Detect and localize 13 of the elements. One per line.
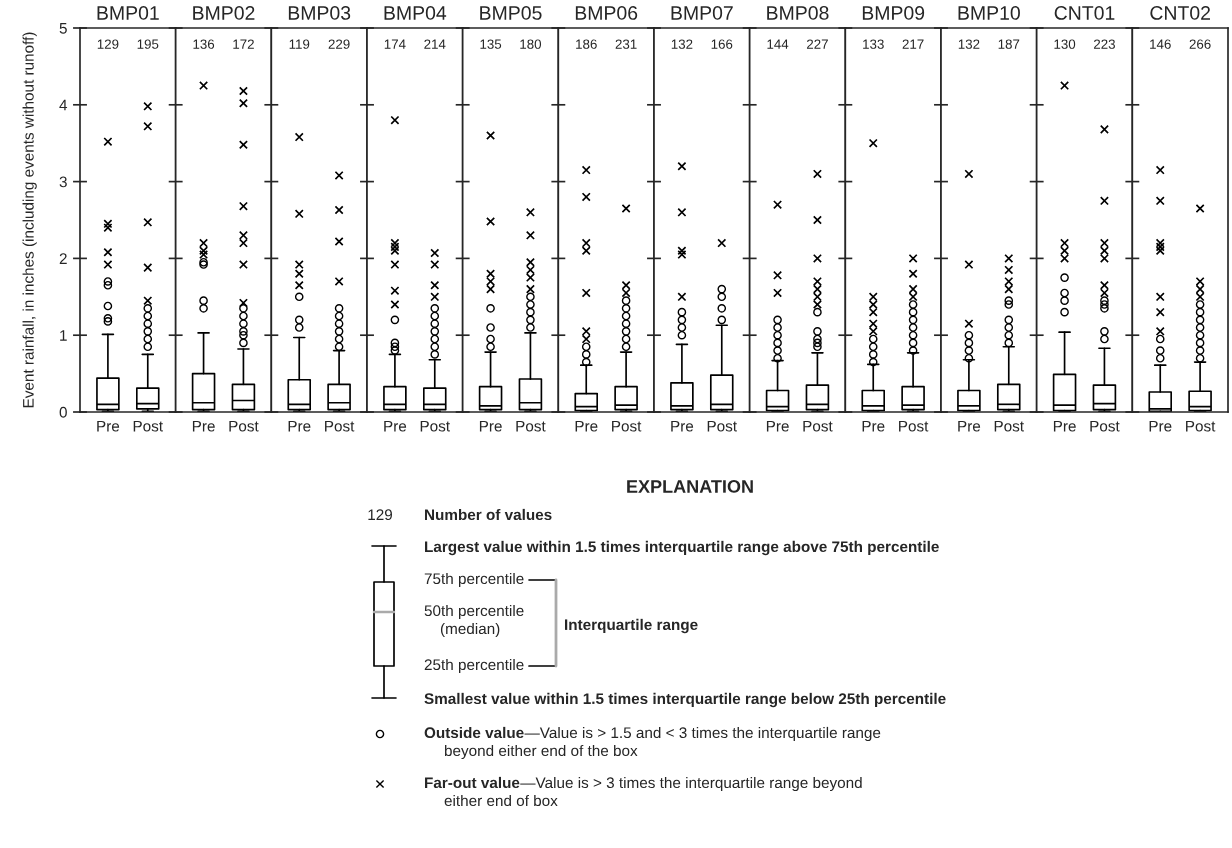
chart-title: BMP03 [288, 6, 351, 20]
chart-title: BMP09 [862, 6, 925, 20]
chart-title: BMP06 [575, 6, 638, 20]
chart-title: CNT01 [1054, 6, 1115, 20]
chart-title: BMP04 [384, 6, 447, 20]
chart-title: BMP07 [671, 6, 733, 20]
chart-title: BMP05 [480, 6, 542, 20]
chart-title: BMP02 [193, 6, 255, 20]
chart-title: BMP01 [97, 6, 159, 20]
chart-title: CNT02 [1150, 6, 1210, 20]
chart-title: BMP08 [767, 6, 829, 20]
chart-title: BMP10 [958, 6, 1020, 20]
text: EXPLANATION [627, 480, 753, 493]
